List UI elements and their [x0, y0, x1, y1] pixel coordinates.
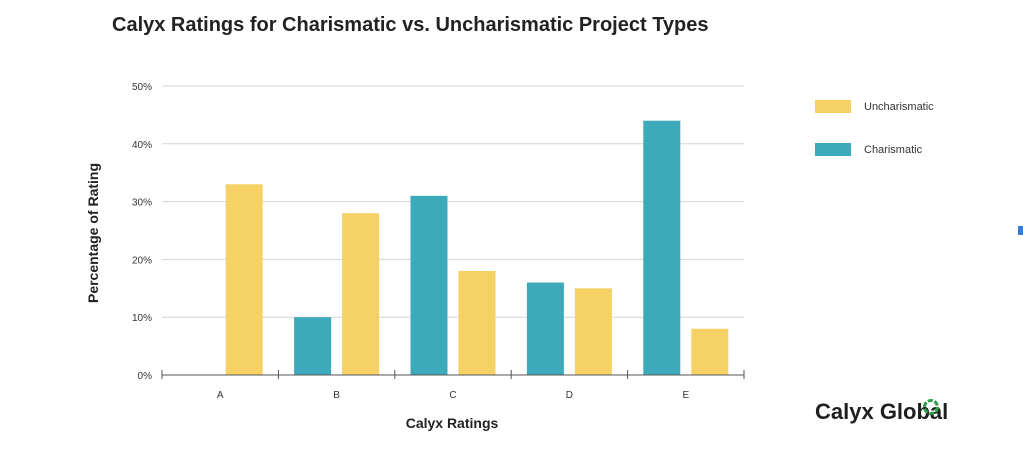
- legend: Uncharismatic Charismatic: [815, 100, 934, 156]
- bar-charismatic-c: [410, 195, 448, 375]
- y-axis-title: Percentage of Rating: [85, 163, 101, 303]
- bar-charismatic-e: [643, 120, 681, 376]
- bar-uncharismatic-e: [691, 328, 729, 375]
- x-axis-ticks: A B C D E: [217, 390, 690, 401]
- bars: [225, 120, 729, 376]
- x-tick-label: E: [682, 390, 689, 401]
- bar-charismatic-b: [294, 317, 332, 375]
- legend-label: Uncharismatic: [864, 101, 934, 113]
- x-axis-title: Calyx Ratings: [406, 415, 499, 431]
- y-tick-label: 10%: [132, 313, 152, 324]
- legend-swatch: [815, 143, 851, 156]
- edge-marker: [1018, 226, 1023, 235]
- axes: [161, 370, 745, 379]
- x-tick-label: A: [217, 390, 224, 401]
- y-axis-ticks: 0% 10% 20% 30% 40% 50%: [132, 82, 152, 382]
- ring-logo-icon: [923, 399, 939, 415]
- y-tick-label: 50%: [132, 82, 152, 93]
- bar-uncharismatic-d: [574, 288, 612, 375]
- legend-swatch: [815, 100, 851, 113]
- bar-uncharismatic-b: [342, 213, 380, 375]
- bar-charismatic-d: [526, 282, 564, 375]
- y-tick-label: 30%: [132, 198, 152, 209]
- bar-uncharismatic-a: [225, 184, 263, 375]
- legend-label: Charismatic: [864, 144, 923, 156]
- x-tick-label: C: [449, 390, 456, 401]
- x-tick-label: D: [566, 390, 573, 401]
- chart-title: Calyx Ratings for Charismatic vs. Unchar…: [112, 14, 709, 36]
- bar-uncharismatic-c: [458, 270, 496, 375]
- x-tick-label: B: [333, 390, 340, 401]
- y-tick-label: 20%: [132, 255, 152, 266]
- y-tick-label: 40%: [132, 140, 152, 151]
- y-tick-label: 0%: [138, 371, 153, 382]
